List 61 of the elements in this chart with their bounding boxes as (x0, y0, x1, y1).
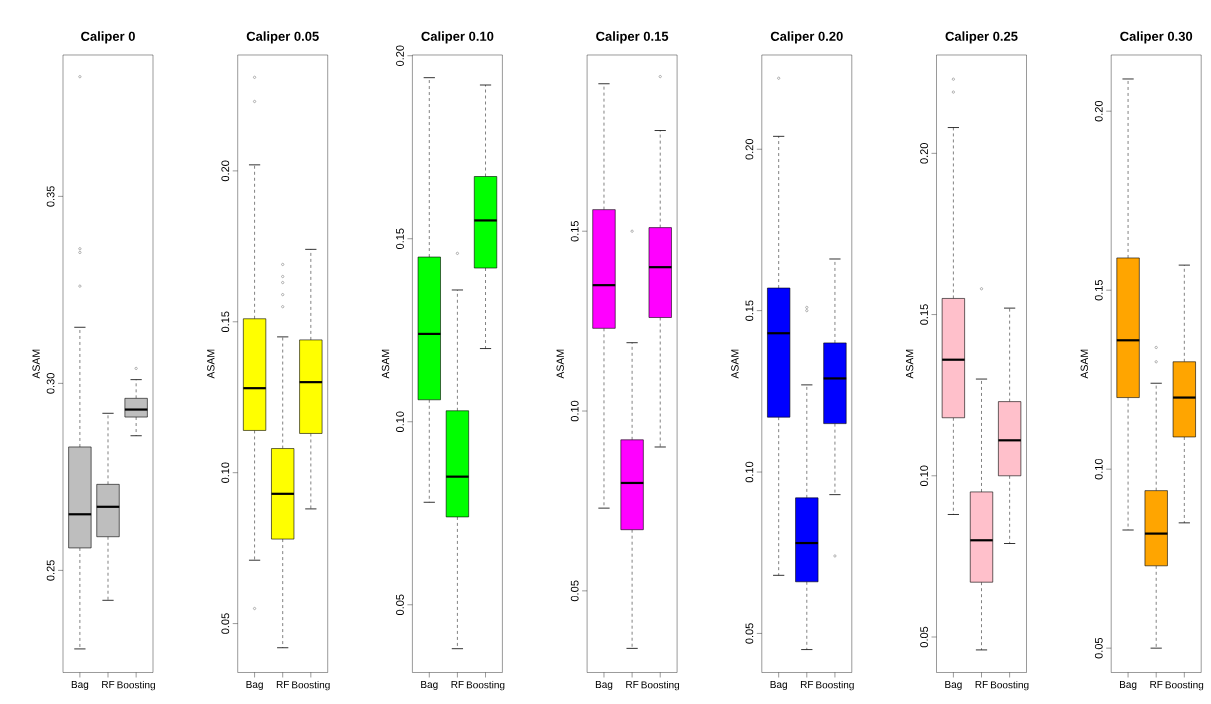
chart-title: Caliper 0 (81, 31, 135, 44)
y-tick-label: 0.05 (745, 623, 754, 644)
y-tick-label: 0.15 (920, 304, 928, 325)
y-tick-label: 0.05 (1094, 637, 1103, 659)
y-axis-title: ASAM (207, 349, 215, 379)
x-tick-label: Boosting (466, 681, 505, 691)
y-tick-label: 0.20 (745, 138, 754, 160)
x-tick-label: Boosting (641, 681, 680, 691)
x-tick-label: RF (800, 681, 814, 688)
y-axis-title: ASAM (731, 349, 739, 379)
y-tick-label: 0.05 (570, 580, 579, 602)
chart-title: Caliper 0.25 (945, 31, 1018, 44)
x-tick-label: Boosting (990, 681, 1029, 691)
chart-title: Caliper 0.15 (596, 31, 669, 44)
y-axis-title: ASAM (1080, 349, 1089, 379)
x-tick-label: RF (1150, 681, 1163, 688)
y-tick-label: 0.10 (221, 462, 230, 483)
y-tick-label: 0.25 (46, 560, 55, 581)
y-tick-label: 0.20 (221, 160, 230, 182)
y-tick-label: 0.10 (396, 411, 404, 433)
x-tick-label: Bag (421, 681, 438, 690)
y-tick-label: 0.05 (221, 613, 230, 634)
x-tick-label: Bag (770, 681, 787, 690)
y-tick-label: 0.05 (396, 594, 404, 616)
x-tick-label: Bag (595, 681, 613, 690)
y-tick-label: 0.10 (1094, 458, 1103, 480)
y-tick-label: 0.20 (396, 45, 404, 67)
x-tick-label: RF (102, 681, 115, 688)
x-tick-label: Bag (71, 681, 89, 690)
chart-title: Caliper 0.05 (246, 31, 319, 44)
y-axis-title: ASAM (905, 349, 914, 379)
y-tick-label: 0.05 (920, 626, 928, 648)
x-tick-label: RF (626, 681, 639, 688)
x-tick-label: RF (276, 681, 289, 688)
x-tick-label: Boosting (292, 681, 330, 691)
y-tick-label: 0.10 (570, 400, 579, 422)
y-axis-title: ASAM (381, 349, 390, 379)
y-tick-label: 0.10 (745, 461, 754, 483)
y-tick-label: 0.15 (221, 311, 230, 333)
chart-title: Caliper 0.30 (1120, 31, 1193, 44)
y-tick-label: 0.35 (46, 186, 55, 207)
x-tick-label: Boosting (1165, 681, 1204, 691)
x-tick-label: RF (451, 681, 464, 688)
y-axis-title: ASAM (556, 349, 564, 379)
y-tick-label: 0.15 (745, 300, 754, 321)
chart-title: Caliper 0.20 (770, 31, 843, 44)
x-tick-label: Boosting (816, 681, 854, 691)
y-tick-label: 0.20 (920, 143, 928, 164)
x-tick-label: Bag (945, 681, 962, 690)
y-tick-label: 0.15 (1094, 279, 1103, 301)
x-tick-label: RF (975, 681, 988, 688)
y-tick-label: 0.20 (1094, 100, 1103, 122)
y-tick-label: 0.15 (396, 228, 404, 250)
x-tick-label: Bag (1119, 681, 1137, 690)
chart-title: Caliper 0.10 (421, 31, 494, 44)
y-tick-label: 0.15 (570, 220, 579, 242)
y-tick-label: 0.10 (920, 465, 928, 487)
x-tick-label: Boosting (117, 681, 155, 691)
x-tick-label: Bag (246, 681, 263, 690)
y-axis-title: ASAM (32, 349, 40, 379)
y-tick-label: 0.30 (46, 373, 55, 394)
